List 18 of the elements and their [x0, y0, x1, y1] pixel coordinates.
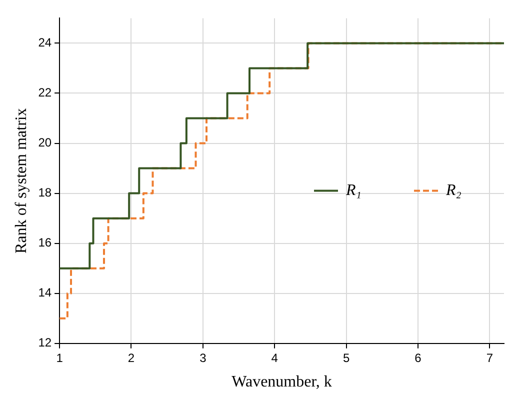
- y-tick-label: 24: [38, 36, 52, 50]
- x-axis-title: Wavenumber, k: [232, 374, 332, 391]
- y-tick-label: 22: [38, 86, 52, 100]
- x-tick-label: 3: [200, 350, 207, 365]
- y-tick-label: 14: [38, 286, 52, 300]
- y-axis-title: Rank of system matrix: [12, 108, 30, 254]
- x-tick-label: 4: [271, 350, 278, 365]
- y-tick-label: 20: [38, 136, 52, 150]
- legend-label: R₂: [445, 182, 462, 200]
- y-tick-label: 16: [38, 236, 52, 250]
- y-tick-label: 12: [38, 336, 52, 350]
- x-tick-label: 5: [342, 350, 350, 365]
- x-tick-label: 1: [56, 350, 64, 365]
- x-tick-label: 6: [414, 350, 422, 365]
- x-tick-label: 2: [128, 350, 135, 365]
- y-tick-label: 18: [38, 186, 52, 200]
- legend-label: R₁: [345, 182, 362, 200]
- x-tick-label: 7: [486, 350, 494, 365]
